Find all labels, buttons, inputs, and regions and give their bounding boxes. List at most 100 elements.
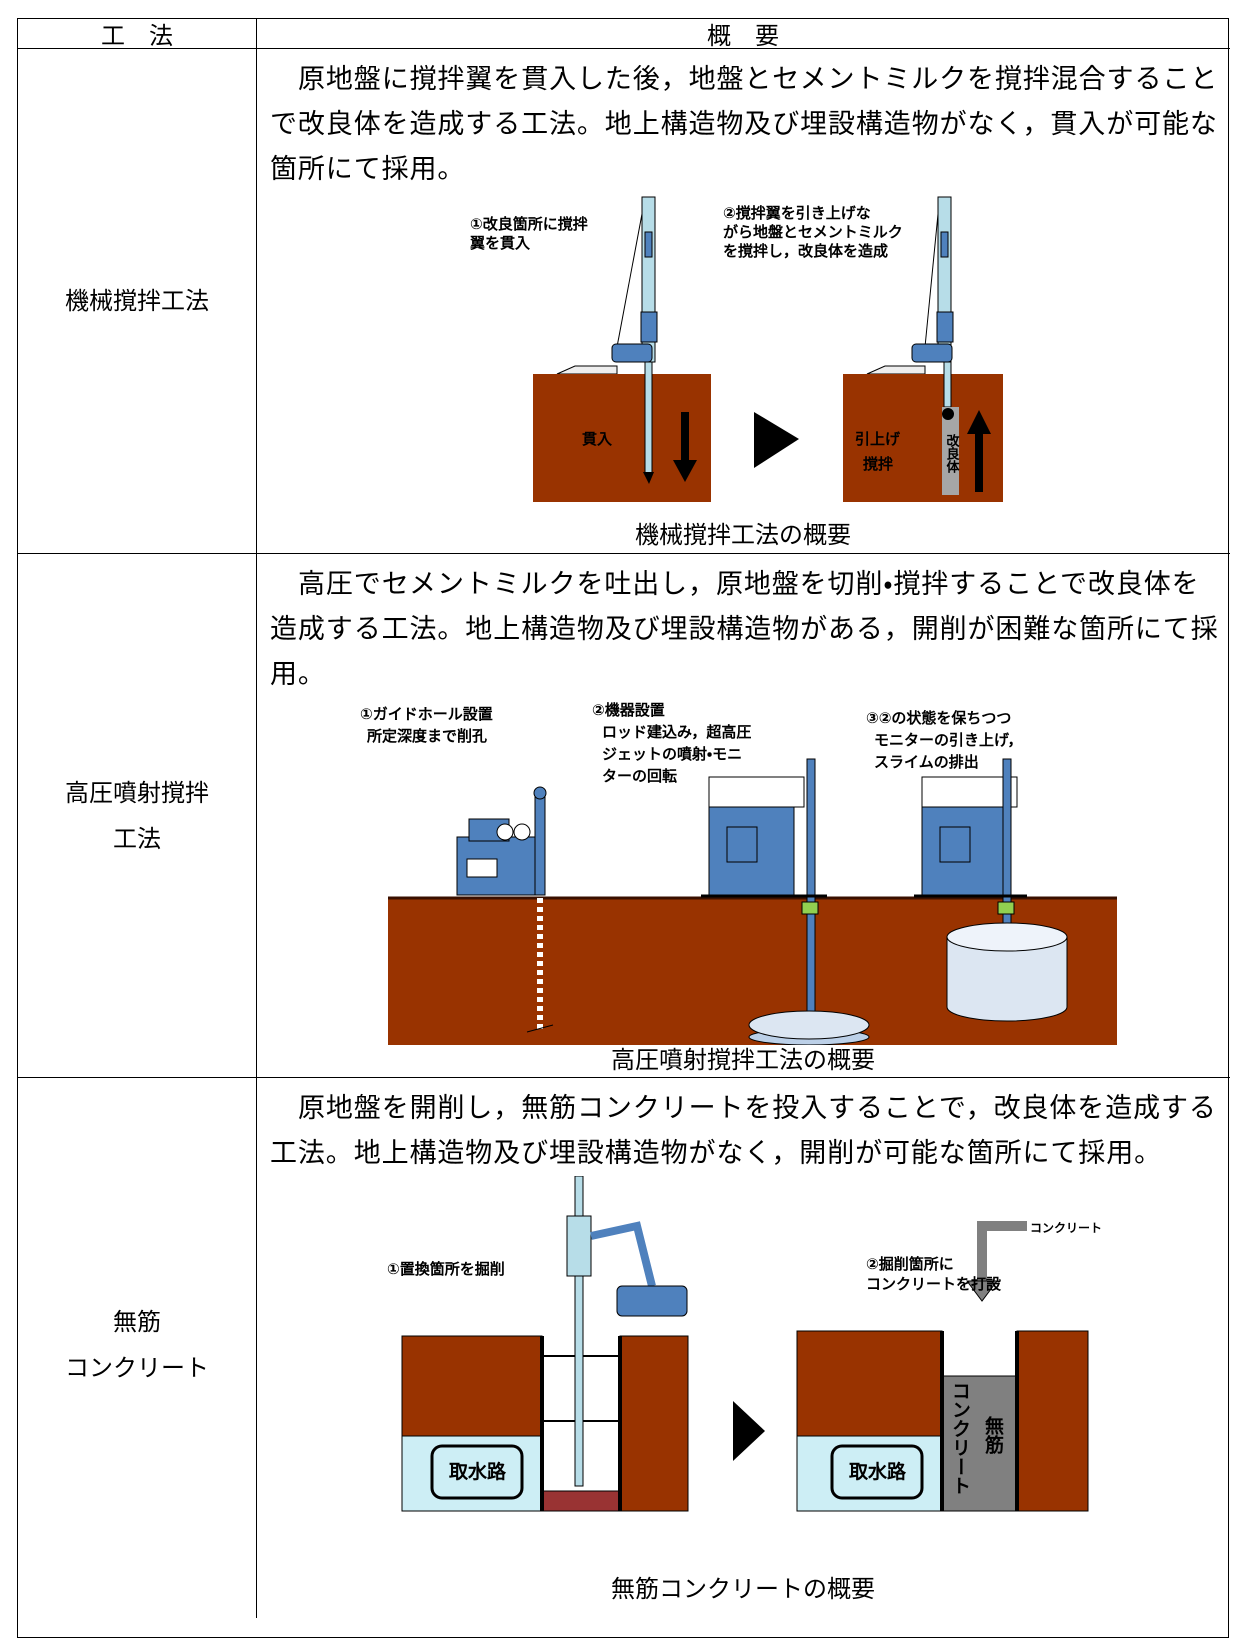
drawing-shape: [533, 786, 547, 800]
figure-label: ②撹拌翼を引き上げな: [723, 204, 871, 222]
figure-label: コンクリート: [949, 1381, 971, 1495]
drawing-shape: [708, 776, 805, 808]
drawing-shape: [534, 796, 546, 896]
drawing-shape: [942, 408, 954, 420]
row-rule: [17, 48, 1230, 49]
description-line: 造成する工法。地上構造物及び埋設構造物がある，開削が困難な箇所にて採: [270, 614, 1219, 645]
header-cell: 概 要: [707, 21, 779, 50]
figure-label: モニターの引き上げ，: [874, 731, 1023, 749]
figure-label: ②掘削箇所に: [866, 1255, 954, 1273]
description: 高圧でセメントミルクを吐出し，原地盤を切削・撹拌することで改良体を 造成する工法…: [257, 554, 1229, 697]
drawing-shape: [939, 826, 971, 863]
drawing-shape: [977, 1221, 1027, 1286]
method-cell: 無筋 コンクリート: [18, 1078, 256, 1612]
figure-label: ①ガイドホール設置: [360, 705, 493, 723]
figure-caption: 機械撹拌工法の概要: [635, 521, 851, 549]
drawing-shape: [541, 1490, 621, 1512]
figure-caption: 高圧噴射撹拌工法の概要: [611, 1046, 875, 1074]
description-line: 用。: [270, 659, 326, 690]
drawing-shape: [643, 472, 654, 484]
figure-label: を撹拌し，改良体を造成: [723, 242, 888, 260]
figure-label: ③②の状態を保ちつつ: [866, 709, 1011, 727]
figure-label: 改良体: [944, 433, 960, 474]
drawing-shape: [830, 1444, 924, 1500]
drawing-shape: [1002, 758, 1012, 950]
figure-label: 無筋: [982, 1415, 1004, 1455]
figure-label: スライムの排出: [874, 753, 979, 771]
drawing-shape: [496, 823, 514, 841]
drawing-shape: [796, 1330, 943, 1437]
method: 機械撹拌工法: [65, 287, 209, 315]
drawing-shape: [936, 311, 954, 343]
drawing-shape: [574, 1275, 584, 1487]
drawing-shape: [967, 410, 991, 434]
figure-label: ①置換箇所を掘削: [387, 1260, 505, 1278]
drawing-shape: [513, 823, 531, 841]
figure-label: がら地盤とセメントミルク: [723, 223, 903, 241]
drawing-shape: [943, 361, 952, 408]
figure-caption: 無筋コンクリートの概要: [611, 1575, 875, 1603]
header-cell: 工 法: [101, 21, 173, 50]
drawing-shape: [616, 213, 643, 348]
description-line: 原地盤を開削し，無筋コンクリートを投入することで，改良体を造成する: [298, 1093, 1217, 1124]
method: コンクリート: [65, 1354, 209, 1382]
drawing-shape: [401, 1335, 543, 1437]
description-line: で改良体を造成する工法。地上構造物及び埋設構造物がなく，貫入が可能な: [270, 109, 1218, 140]
drawing-shape: [590, 1221, 656, 1287]
drawing-shape: [644, 231, 653, 258]
figure-label: ①改良箇所に撹拌: [470, 215, 588, 233]
drawing-shape: [801, 901, 819, 915]
drawing-shape: [921, 776, 1018, 808]
figure-label: 撹拌: [863, 455, 893, 473]
drawing-shape: [911, 343, 953, 363]
figure-label: 貫入: [582, 430, 612, 448]
drawing-shape: [566, 1215, 592, 1277]
drawing-shape: [1016, 1330, 1089, 1512]
drawing-shape: [673, 460, 697, 482]
drawing-shape: [574, 1176, 584, 1217]
description: 原地盤に撹拌翼を貫入した後，地盤とセメントミルクを撹拌混合すること で改良体を造…: [257, 49, 1229, 192]
figure: ①置換箇所を掘削 取水路 コンクリート ②掘削箇所に コンクリートを打設 取水路…: [387, 1176, 1102, 1512]
method: 高圧噴射撹拌: [65, 778, 209, 807]
drawing-shape: [942, 407, 959, 495]
description-line: 工法。地上構造物及び埋設構造物がなく，開削が可能な箇所にて採用。: [270, 1138, 1162, 1169]
figure-label: ロッド建込み，超高圧: [602, 723, 751, 741]
drawing-shape: [619, 1335, 689, 1512]
drawing-shape: [748, 1010, 870, 1040]
drawing-shape: [430, 1444, 524, 1500]
drawing-shape: [708, 806, 795, 896]
figure-label: 翼を貫入: [469, 234, 530, 252]
row-rule: [17, 1077, 1230, 1078]
description-line: 原地盤に撹拌翼を貫入した後，地盤とセメントミルクを撹拌混合すること: [298, 64, 1219, 95]
figure-label: ジェットの噴射・モニ: [602, 745, 742, 763]
drawing-shape: [644, 361, 653, 475]
summary-cell: 高圧でセメントミルクを吐出し，原地盤を切削・撹拌することで改良体を 造成する工法…: [257, 554, 1229, 1075]
drawing-shape: [866, 365, 926, 375]
drawing-shape: [946, 922, 1068, 952]
drawing-shape: [640, 311, 658, 343]
drawing-shape: [806, 758, 816, 1030]
method-cell: 高圧噴射撹拌 工法: [18, 554, 256, 1077]
drawing-shape: [997, 901, 1015, 915]
method: 無筋: [113, 1308, 161, 1336]
row-rule: [17, 553, 1230, 554]
method: 工法: [113, 824, 161, 853]
figure-label: 引上げ: [855, 430, 901, 448]
drawing-shape: [966, 1280, 998, 1302]
drawing-shape: [924, 213, 939, 348]
figure-label: コンクリートを打設: [866, 1275, 1002, 1293]
drawing-shape: [616, 1285, 688, 1317]
drawing-shape: [946, 936, 1068, 1022]
drawing-shape: [526, 1024, 554, 1033]
figure-label: ターの回転: [602, 767, 677, 785]
figure-label: ②機器設置: [592, 701, 665, 719]
figure-label: 取水路: [849, 1460, 907, 1483]
drawing-shape: [726, 826, 758, 863]
method-cell: 機械撹拌工法: [18, 49, 256, 553]
description: 原地盤を開削し，無筋コンクリートを投入することで，改良体を造成する 工法。地上構…: [257, 1078, 1229, 1176]
drawing-shape: [921, 806, 1008, 896]
summary-cell: 原地盤を開削し，無筋コンクリートを投入することで，改良体を造成する 工法。地上構…: [257, 1078, 1229, 1604]
drawing-shape: [466, 858, 498, 878]
